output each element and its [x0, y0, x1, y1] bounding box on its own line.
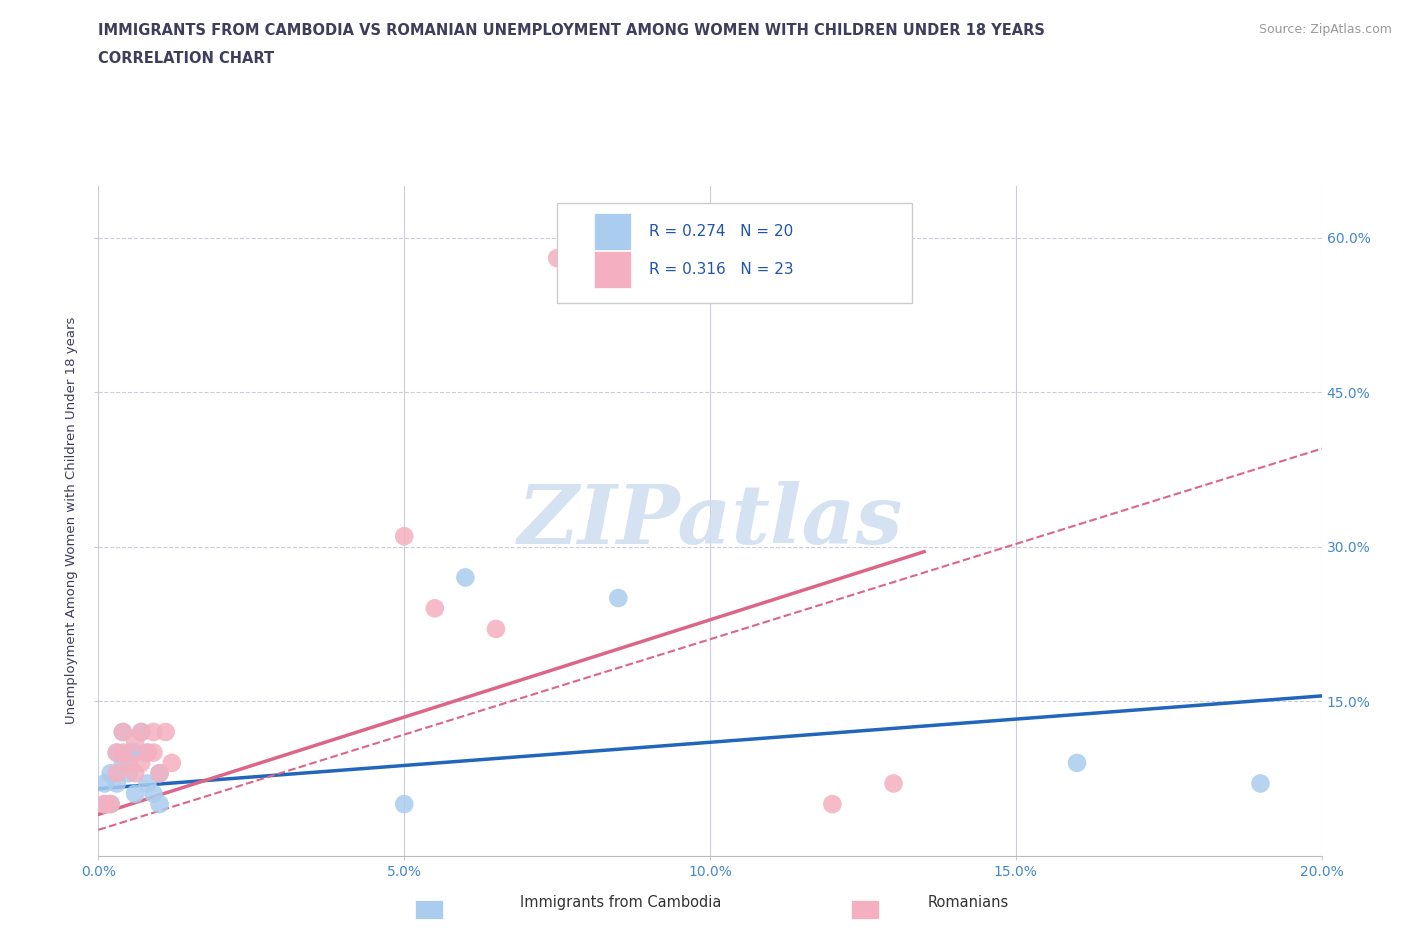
- Point: [1066, 755, 1088, 770]
- Point: [607, 591, 630, 605]
- Text: CORRELATION CHART: CORRELATION CHART: [98, 51, 274, 66]
- Point: [129, 724, 152, 739]
- Point: [118, 745, 141, 760]
- Point: [149, 765, 172, 780]
- Point: [105, 745, 128, 760]
- Point: [111, 745, 134, 760]
- Point: [100, 765, 122, 780]
- Y-axis label: Unemployment Among Women with Children Under 18 years: Unemployment Among Women with Children U…: [65, 317, 79, 724]
- Point: [124, 745, 146, 760]
- Point: [392, 529, 416, 544]
- Point: [129, 724, 152, 739]
- Point: [136, 776, 159, 790]
- Point: [111, 724, 134, 739]
- FancyBboxPatch shape: [593, 251, 630, 288]
- Point: [883, 776, 905, 790]
- Point: [392, 797, 416, 812]
- Point: [136, 745, 159, 760]
- Point: [155, 724, 177, 739]
- Point: [1249, 776, 1271, 790]
- Point: [124, 735, 146, 750]
- Text: Immigrants from Cambodia: Immigrants from Cambodia: [520, 895, 721, 910]
- Point: [136, 745, 159, 760]
- Text: Source: ZipAtlas.com: Source: ZipAtlas.com: [1258, 23, 1392, 36]
- Text: R = 0.274   N = 20: R = 0.274 N = 20: [650, 224, 793, 239]
- Point: [118, 755, 141, 770]
- FancyBboxPatch shape: [593, 213, 630, 250]
- Point: [105, 765, 128, 780]
- Point: [124, 787, 146, 802]
- Point: [149, 797, 172, 812]
- Text: Romanians: Romanians: [928, 895, 1010, 910]
- Point: [100, 797, 122, 812]
- Point: [129, 755, 152, 770]
- Point: [454, 570, 477, 585]
- Point: [93, 797, 115, 812]
- Point: [105, 745, 128, 760]
- Point: [142, 787, 165, 802]
- Text: IMMIGRANTS FROM CAMBODIA VS ROMANIAN UNEMPLOYMENT AMONG WOMEN WITH CHILDREN UNDE: IMMIGRANTS FROM CAMBODIA VS ROMANIAN UNE…: [98, 23, 1045, 38]
- Point: [546, 251, 568, 266]
- Text: R = 0.316   N = 23: R = 0.316 N = 23: [650, 262, 793, 277]
- Point: [124, 765, 146, 780]
- Point: [142, 745, 165, 760]
- Point: [423, 601, 446, 616]
- Point: [821, 797, 844, 812]
- Point: [160, 755, 183, 770]
- Point: [111, 724, 134, 739]
- Point: [142, 724, 165, 739]
- Point: [93, 776, 115, 790]
- Point: [149, 765, 172, 780]
- Point: [93, 797, 115, 812]
- Point: [100, 797, 122, 812]
- Point: [105, 776, 128, 790]
- Point: [485, 621, 508, 636]
- FancyBboxPatch shape: [557, 203, 912, 303]
- Text: ZIPatlas: ZIPatlas: [517, 481, 903, 561]
- Point: [111, 755, 134, 770]
- Point: [118, 765, 141, 780]
